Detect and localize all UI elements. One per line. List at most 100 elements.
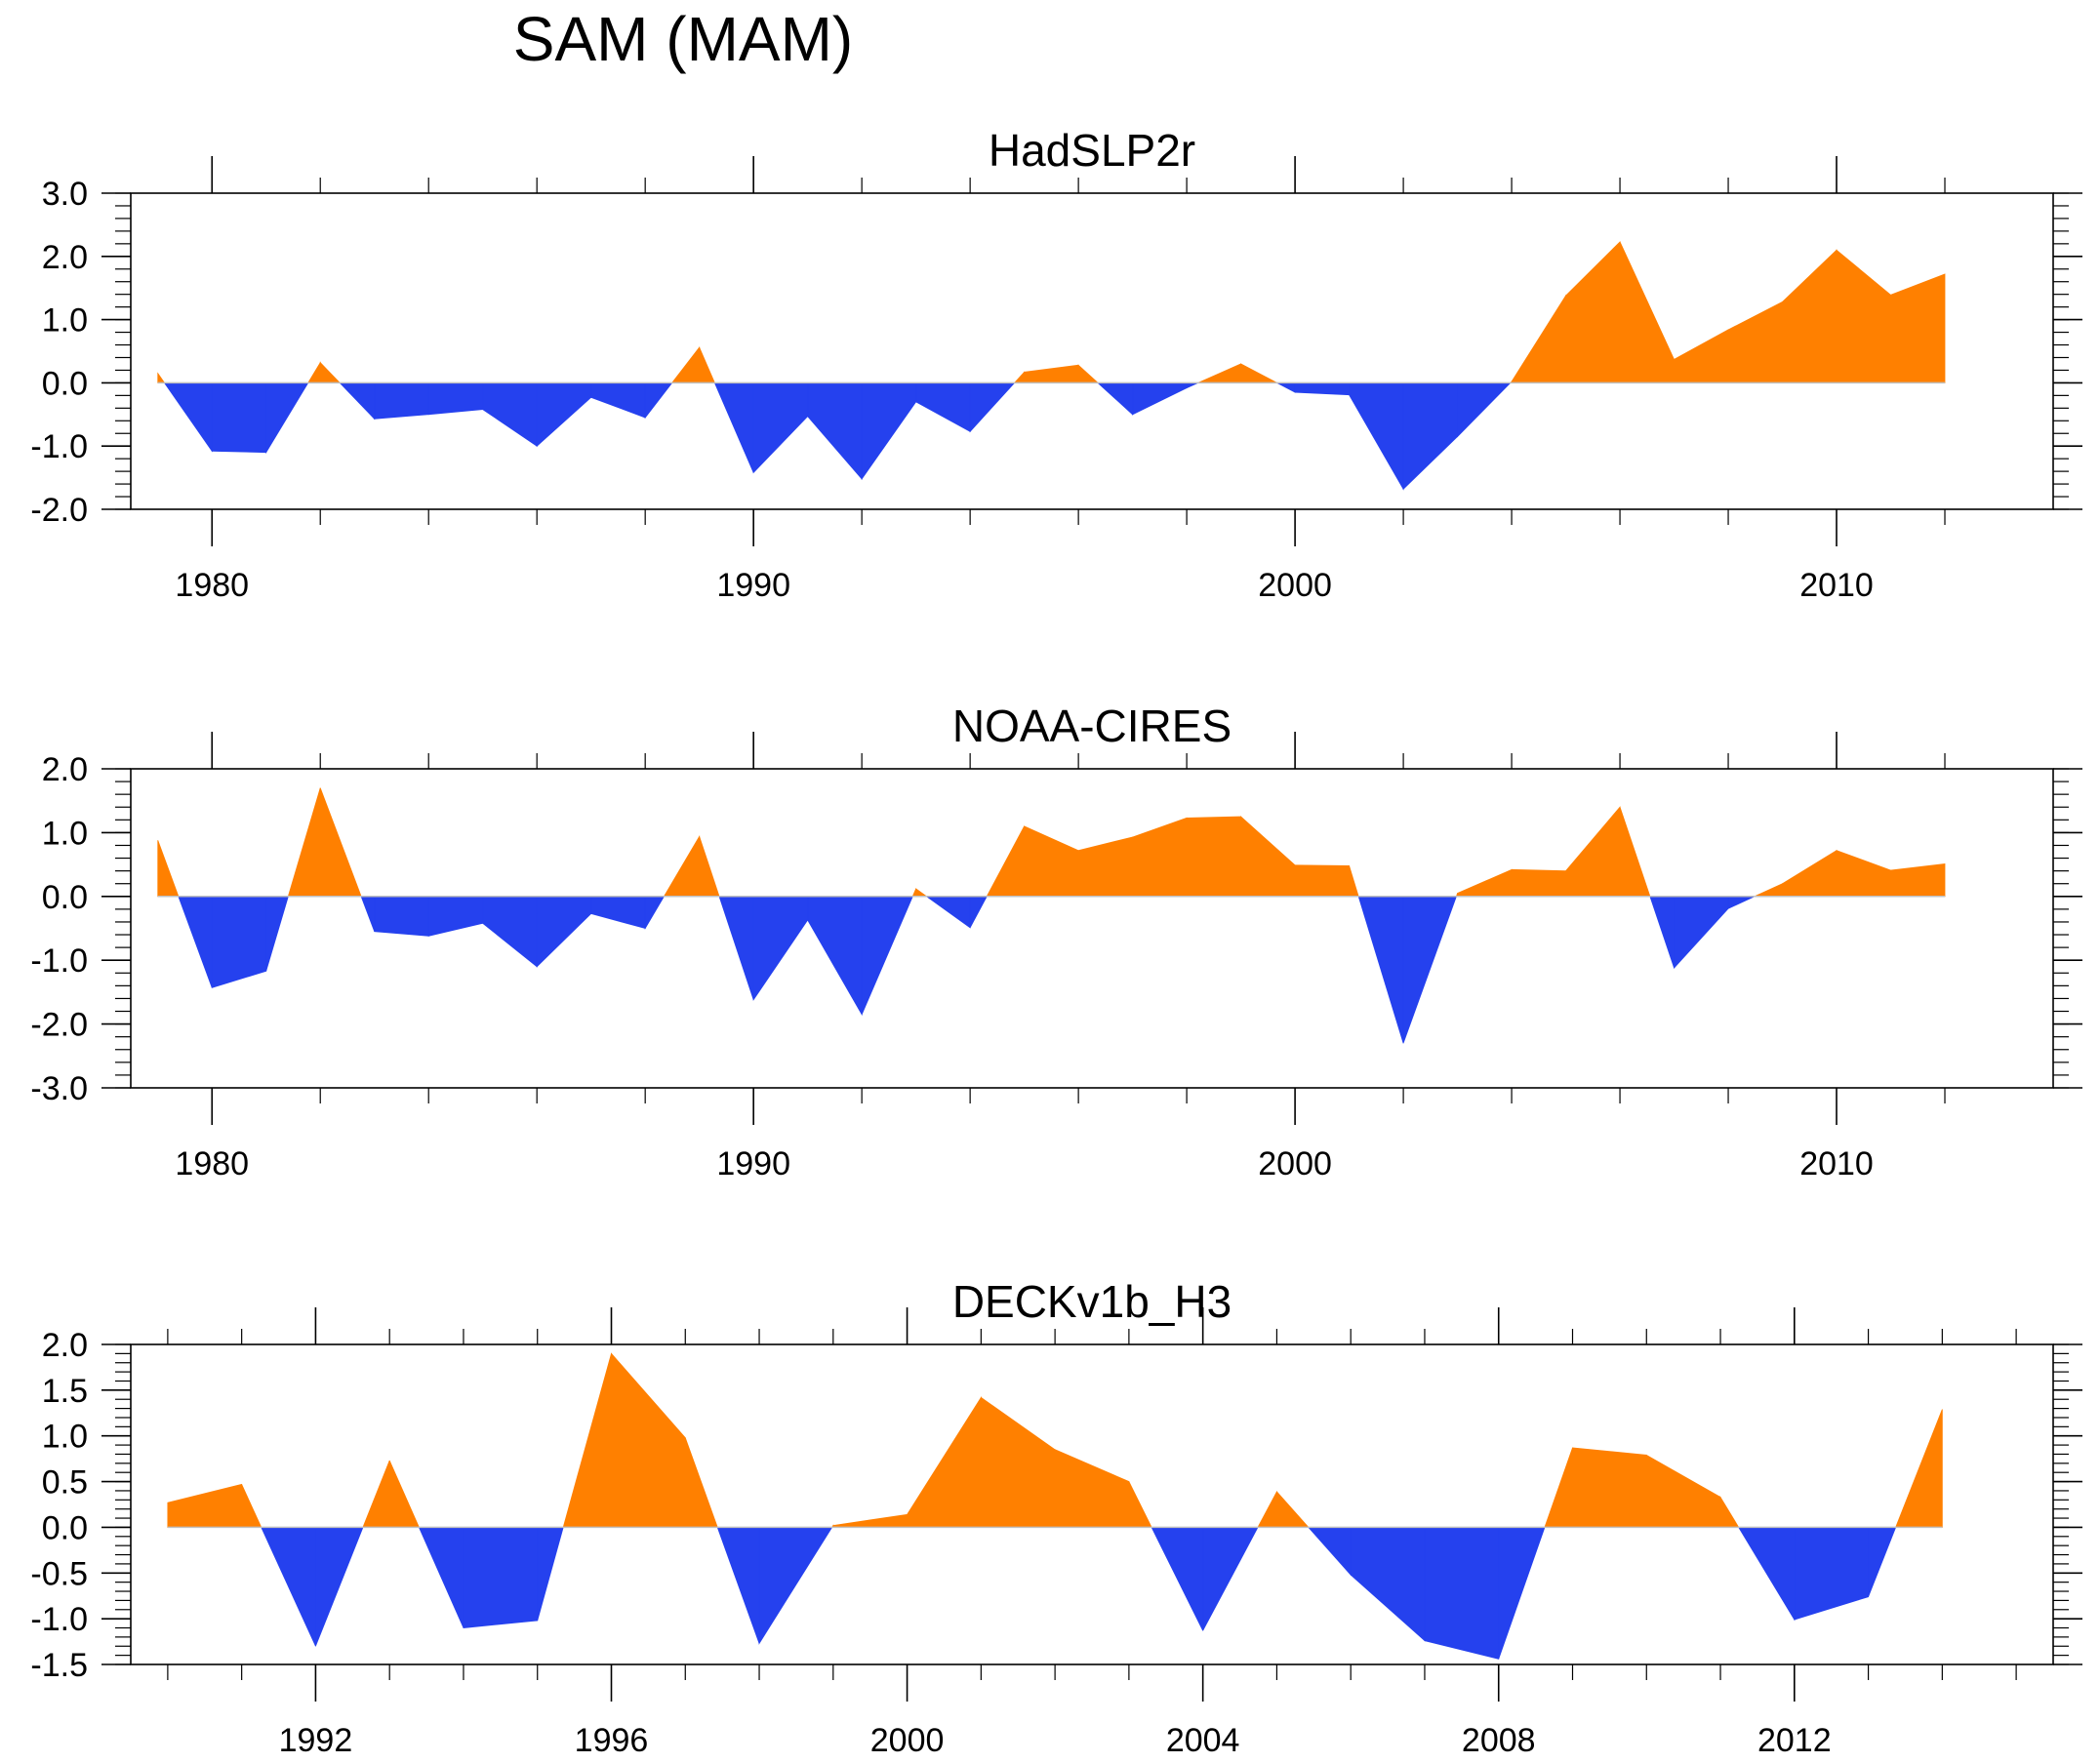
x-tick-label: 2000 — [1258, 567, 1332, 604]
negative-area — [915, 381, 971, 432]
negative-area — [1132, 381, 1188, 416]
negative-area — [1498, 1527, 1546, 1660]
positive-area — [1349, 865, 1359, 898]
positive-area — [1572, 1447, 1647, 1528]
y-tick-label: 0.0 — [42, 879, 88, 916]
x-tick-label: 1990 — [716, 1145, 790, 1182]
negative-area — [861, 381, 917, 481]
x-tick-label: 1990 — [716, 567, 790, 604]
negative-area — [418, 1527, 464, 1628]
y-tick-label: -1.0 — [30, 428, 88, 465]
positive-area — [1836, 850, 1891, 898]
positive-area — [1077, 364, 1100, 383]
y-tick-label: -0.5 — [30, 1555, 88, 1592]
positive-area — [699, 836, 720, 898]
panel-noaa-cires: NOAA-CIRES -3.0 -2.0 -1.0 0.0 1.0 2.0 1980 1990 2… — [30, 701, 2082, 1182]
positive-area — [1895, 1409, 1943, 1528]
negative-area — [482, 381, 538, 447]
positive-area — [1782, 849, 1838, 898]
positive-area — [1024, 825, 1079, 898]
positive-area — [1186, 816, 1242, 898]
negative-area — [1868, 1527, 1897, 1597]
x-tick-label: 1992 — [279, 1722, 353, 1759]
positive-area — [663, 834, 701, 898]
negative-area — [807, 896, 863, 1017]
negative-area — [1349, 381, 1404, 491]
x-tick-label: 2000 — [1258, 1145, 1332, 1182]
negative-area — [427, 896, 484, 937]
y-tick-label: 1.5 — [42, 1373, 88, 1410]
negative-area — [211, 896, 267, 988]
negative-area — [265, 381, 309, 455]
y-tick-label: -1.5 — [30, 1647, 88, 1684]
negative-area — [178, 896, 213, 988]
positive-area — [1054, 1449, 1130, 1528]
negative-area — [590, 896, 646, 930]
positive-area — [1240, 363, 1277, 383]
negative-area — [1294, 381, 1350, 396]
positive-area — [980, 1396, 1056, 1528]
x-tick-label: 2008 — [1462, 1722, 1536, 1759]
positive-area — [1544, 1447, 1573, 1528]
negative-area — [1151, 1527, 1204, 1631]
positive-area — [1565, 240, 1621, 383]
negative-area — [211, 381, 267, 454]
negative-area — [716, 1527, 760, 1644]
positive-area — [1727, 301, 1783, 383]
panel-title: DECKv1b_H3 — [952, 1276, 1232, 1327]
positive-area — [1565, 806, 1621, 898]
positive-area — [1128, 1481, 1152, 1528]
positive-area — [1645, 1454, 1721, 1528]
negative-area — [1202, 1527, 1259, 1631]
plot-frame — [130, 768, 2054, 1089]
positive-area — [1782, 249, 1838, 383]
panel-hadslp2r: HadSLP2r -2.0 -1.0 0.0 1.0 2.0 3.0 1980 1990 2000… — [30, 125, 2082, 604]
positive-area — [1511, 868, 1566, 898]
positive-area — [907, 1395, 982, 1528]
y-tick-label: 1.0 — [42, 302, 88, 340]
y-tick-label: 1.0 — [42, 815, 88, 852]
x-tick-label: 2010 — [1799, 567, 1874, 604]
y-tick-label: -2.0 — [30, 1007, 88, 1044]
positive-area — [1619, 807, 1651, 898]
panel-deckv1b-h3: DECKv1b_H3 -1.5 -1.0 -0.5 0.0 0.5 1.0 1.5 2.0 199… — [30, 1276, 2082, 1759]
positive-area — [319, 787, 362, 898]
positive-area — [287, 787, 321, 898]
negative-area — [752, 381, 809, 474]
positive-area — [986, 825, 1026, 898]
negative-area — [1402, 381, 1458, 491]
positive-area — [1890, 863, 1946, 898]
negative-area — [536, 381, 592, 448]
negative-area — [261, 1527, 316, 1647]
y-tick-label: 0.0 — [42, 1509, 88, 1546]
positive-area — [1077, 836, 1134, 898]
positive-area — [1024, 364, 1079, 383]
y-tick-label: 2.0 — [42, 751, 88, 788]
positive-area — [1013, 371, 1026, 383]
negative-area — [427, 381, 484, 416]
negative-area — [1457, 381, 1512, 438]
negative-area — [718, 896, 754, 1000]
positive-area — [1619, 241, 1675, 383]
positive-area — [1719, 1496, 1740, 1528]
x-tick-label: 1996 — [575, 1722, 649, 1759]
y-tick-label: 1.0 — [42, 1419, 88, 1456]
positive-area — [167, 1483, 243, 1528]
negative-area — [644, 896, 666, 930]
negative-area — [1737, 1527, 1796, 1622]
negative-area — [590, 381, 646, 419]
negative-area — [265, 896, 289, 972]
y-tick-label: -1.0 — [30, 942, 88, 980]
y-tick-label: -3.0 — [30, 1070, 88, 1107]
negative-area — [163, 381, 213, 453]
positive-area — [911, 888, 917, 898]
positive-area — [362, 1460, 390, 1528]
x-tick-label: 2012 — [1757, 1722, 1832, 1759]
negative-area — [713, 381, 754, 473]
x-tick-label: 1980 — [175, 1145, 249, 1182]
plot-frame — [130, 1343, 2054, 1665]
positive-area — [915, 888, 928, 898]
plot-frame — [130, 192, 2054, 510]
positive-area — [1511, 294, 1566, 383]
positive-area — [832, 1513, 908, 1528]
